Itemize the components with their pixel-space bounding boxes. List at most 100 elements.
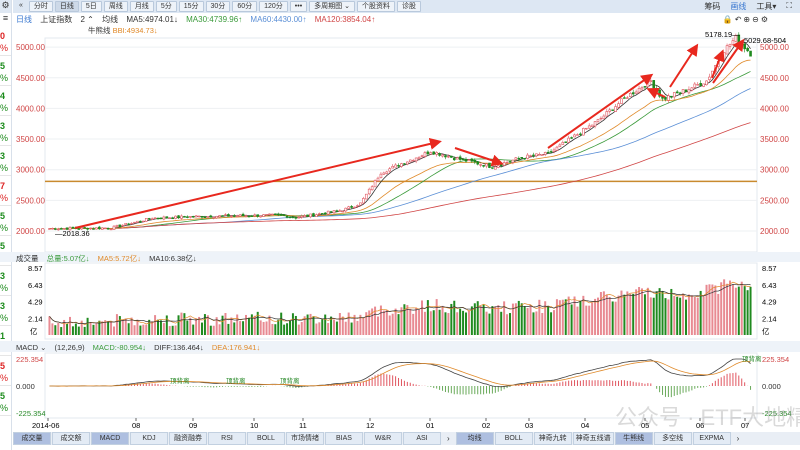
indicator-tab[interactable]: 均线 <box>455 432 494 445</box>
candle <box>467 159 471 162</box>
volume-title: 成交量 <box>16 254 39 263</box>
candle <box>256 214 260 217</box>
price-axis-label-left: 4000.00 <box>16 104 45 113</box>
watchlist-cell[interactable]: 5% <box>0 56 11 86</box>
period-tab[interactable]: 5日 <box>80 1 102 12</box>
date-axis-label: 12 <box>366 421 374 430</box>
watchlist-cell[interactable]: 0% <box>0 26 11 56</box>
indicator-tab[interactable]: BOLL <box>247 432 285 445</box>
volume-bar <box>397 314 400 335</box>
candle <box>470 158 474 162</box>
indicator-tab[interactable]: 多空线 <box>653 432 692 445</box>
indicator-tab[interactable]: KDJ <box>130 432 168 445</box>
chips-button[interactable]: 筹码 <box>704 2 721 11</box>
more-indicators-arrow[interactable]: › <box>447 434 450 443</box>
indicator-tab[interactable]: 成交额 <box>52 432 90 445</box>
watchlist-cell[interactable]: 3% <box>0 266 11 296</box>
gear-icon[interactable]: ⚙ <box>0 0 11 13</box>
fullscreen-icon[interactable]: ⛶ <box>786 1 792 10</box>
volume-bar <box>497 305 500 335</box>
period-tab[interactable]: 15分 <box>178 1 204 12</box>
watchlist-cell[interactable]: 5% <box>0 206 11 236</box>
volume-bar <box>233 322 236 335</box>
volume-bar <box>550 312 553 335</box>
indicator-tab[interactable]: W&R <box>364 432 402 445</box>
period-tab[interactable]: 月线 <box>129 1 154 12</box>
period-tab[interactable]: 5分 <box>155 1 177 12</box>
watchlist-cell[interactable]: 7% <box>0 176 11 206</box>
candle <box>376 177 380 182</box>
watchlist-cell[interactable]: 3% <box>0 146 11 176</box>
ma-label[interactable]: 均线 <box>102 15 119 24</box>
volume-bar <box>532 312 535 335</box>
indicator-tab[interactable]: 成交量 <box>13 432 51 445</box>
candle <box>690 87 694 91</box>
tools-menu[interactable]: 工具▾ <box>756 2 777 11</box>
volume-bar <box>227 323 230 335</box>
volume-bar <box>658 288 661 335</box>
candle <box>174 215 177 219</box>
volume-bar <box>195 318 198 335</box>
volume-bar <box>265 321 268 335</box>
volume-bar <box>632 293 635 335</box>
chart-controls[interactable]: 🔒↶⊕⊖⚙ <box>722 15 770 24</box>
draw-line-button[interactable]: 画线 <box>730 2 747 11</box>
indicator-tab[interactable]: RSI <box>208 432 246 445</box>
period-tab[interactable]: 120分 <box>259 1 288 12</box>
trend-arrow <box>669 43 699 88</box>
volume-bar <box>330 316 333 335</box>
diagnose-button[interactable]: 诊股 <box>396 1 421 12</box>
volume-bar <box>63 319 66 335</box>
candle <box>423 152 427 157</box>
indicator-tab[interactable]: 融资融券 <box>169 432 207 445</box>
indicator-tab[interactable]: 神奇九转 <box>533 432 572 445</box>
candle <box>232 215 236 217</box>
profile-button[interactable]: 个股资料 <box>356 1 395 12</box>
volume-bar <box>409 308 412 335</box>
trend-arrow <box>547 73 654 149</box>
indicator-tab[interactable]: 牛熊线 <box>614 432 653 445</box>
candle <box>590 124 594 127</box>
period-tab[interactable]: 周线 <box>103 1 128 12</box>
volume-bar <box>456 312 459 335</box>
multi-period-dropdown[interactable]: 多周期图 ⌄ <box>309 1 355 12</box>
volume-bar <box>215 317 218 335</box>
more-periods-button[interactable]: ••• <box>289 1 308 12</box>
period-tab[interactable]: 30分 <box>205 1 231 12</box>
watchlist-cell[interactable]: 3% <box>0 116 11 146</box>
collapse-icon[interactable]: « <box>19 2 23 9</box>
period-tab[interactable]: 60分 <box>232 1 258 12</box>
indicator-tab[interactable]: ASI <box>403 432 441 445</box>
menu-icon[interactable]: ≡ <box>0 13 11 26</box>
indicator-tab[interactable]: BIAS <box>325 432 363 445</box>
count-toggle[interactable]: 2 ⌃ <box>80 15 94 24</box>
watchlist-cell[interactable]: 3% <box>0 296 11 326</box>
indicator-tab[interactable]: BOLL <box>494 432 533 445</box>
candle <box>611 109 614 111</box>
volume-bar <box>591 302 594 335</box>
price-axis-label-right: 3500.00 <box>760 135 789 144</box>
macd-title[interactable]: MACD ⌄ <box>16 343 47 352</box>
indicator-tab[interactable]: MACD <box>91 432 129 445</box>
candle <box>482 165 485 167</box>
more-overlays-arrow[interactable]: › <box>736 434 740 443</box>
volume-bar <box>344 321 347 335</box>
indicator-tab[interactable]: EXPMA <box>692 432 731 445</box>
volume-bar <box>201 322 203 335</box>
date-axis-label: 04 <box>581 421 589 430</box>
candle <box>593 121 597 127</box>
volume-bar <box>599 292 602 335</box>
candle <box>235 215 239 218</box>
indicator-tab[interactable]: 市场情绪 <box>286 432 324 445</box>
watchlist-cell[interactable]: 4% <box>0 86 11 116</box>
watchlist-cell[interactable]: 5% <box>0 356 11 386</box>
period-tab[interactable]: 日线 <box>54 1 79 12</box>
indicator-tab[interactable]: 神奇五线谱 <box>572 432 614 445</box>
period-tab[interactable]: 分时 <box>28 1 53 12</box>
candle <box>687 89 691 94</box>
volume-bar <box>418 309 421 335</box>
watchlist-cell[interactable]: 5% <box>0 386 11 416</box>
candle <box>118 224 122 228</box>
candle <box>631 92 635 95</box>
